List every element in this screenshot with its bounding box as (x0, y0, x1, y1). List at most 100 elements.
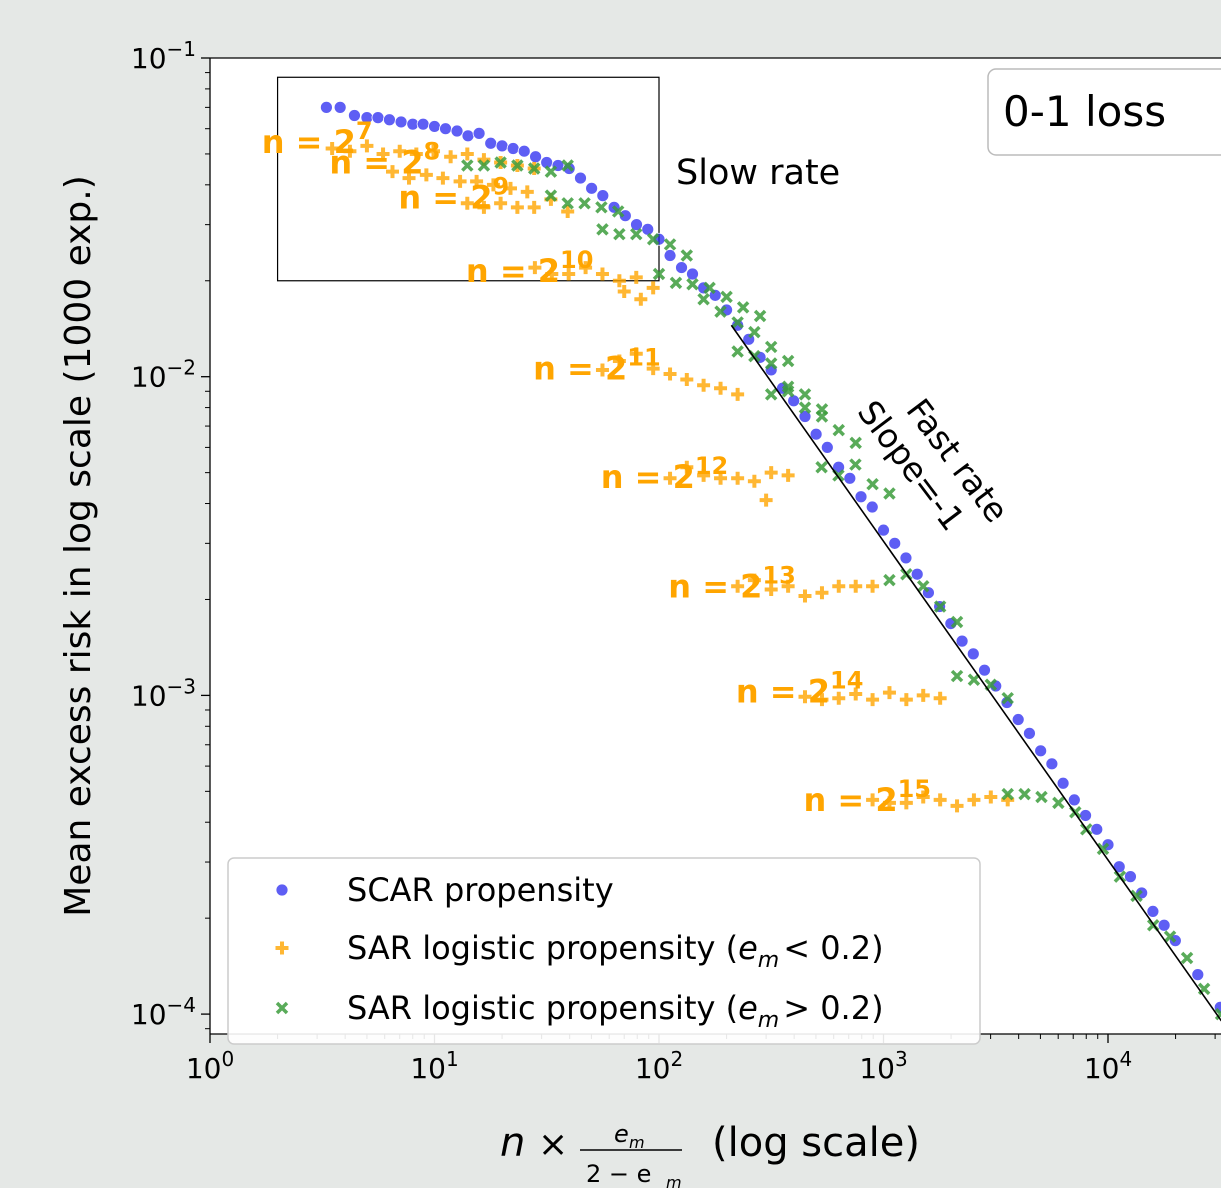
n-label: n = 211 (533, 344, 661, 388)
sar-low-point (747, 474, 761, 488)
sar-low-point (697, 468, 711, 482)
sar-low-point (528, 261, 542, 275)
sar-high-point (849, 458, 862, 471)
sar-low-point (882, 796, 896, 810)
sar-high-point (748, 325, 761, 339)
sar-low-point (343, 144, 357, 158)
sar-high-point (720, 290, 733, 304)
sar-low-point (798, 589, 812, 603)
scar-point (461, 129, 475, 143)
y-tick-label: 10−2 (131, 356, 196, 394)
sar-low-point (561, 204, 575, 218)
sar-high-point (883, 573, 896, 587)
sar-low-point (832, 691, 846, 705)
sar-low-point (460, 147, 474, 161)
scar-point (275, 883, 289, 897)
sar-low-point (731, 579, 745, 593)
sar-low-point (460, 196, 474, 210)
y-tick-label: 10−3 (131, 674, 196, 712)
sar-high-point (663, 238, 677, 251)
sar-low-point (933, 793, 947, 807)
x-label-frac-den: 2 − e (586, 1160, 651, 1188)
scar-point (394, 115, 408, 129)
x-axis-label: n × e m2 − e m(log scale) (500, 1120, 920, 1188)
sar-low-point (849, 687, 863, 701)
sar-low-point (714, 471, 728, 485)
n-label: n = 212 (601, 452, 729, 496)
scar-point (1034, 744, 1048, 758)
scar-point (820, 441, 834, 454)
sar-high-point (764, 388, 778, 401)
sar-high-point (832, 423, 845, 437)
scar-point (320, 100, 333, 114)
sar-low-point (781, 468, 795, 482)
fast-rate-line (730, 324, 1221, 1022)
panel-label: 0-1 loss (1003, 87, 1166, 136)
scar-point (955, 634, 969, 648)
sar-low-point (510, 200, 524, 214)
sar-high-point (866, 477, 879, 491)
sar-high-point (595, 201, 608, 214)
sar-high-point (1214, 1007, 1221, 1021)
scar-point (809, 427, 823, 441)
sar-low-point (764, 582, 778, 596)
sar-low-point (866, 579, 880, 593)
sar-low-point (634, 292, 648, 306)
sar-low-point (579, 261, 593, 275)
scar-point (1157, 918, 1171, 932)
sar-high-point (1001, 787, 1014, 801)
sar-low-point (545, 267, 559, 281)
sar-low-point (617, 285, 631, 299)
sar-low-point (866, 693, 880, 707)
n-label: n = 210 (466, 246, 594, 290)
sar-high-point (1130, 889, 1143, 903)
sar-high-point (731, 316, 744, 329)
scar-point (495, 139, 509, 153)
sar-high-point (764, 357, 778, 370)
scar-point (630, 218, 643, 232)
sar-high-point (781, 354, 795, 368)
y-tick-label: 10−4 (131, 993, 196, 1031)
sar-low-point (612, 354, 626, 368)
scar-point (529, 150, 542, 164)
scar-point (484, 136, 498, 150)
scar-point (450, 124, 464, 138)
scar-point (506, 142, 520, 155)
scar-point (1023, 726, 1036, 740)
sar-high-point (798, 401, 812, 414)
scar-point (1191, 968, 1205, 982)
scar-point (910, 567, 924, 581)
scar-point (618, 209, 632, 223)
sar-high-point (275, 1001, 289, 1015)
sar-high-point (596, 223, 609, 236)
sar-high-point (680, 249, 694, 262)
sar-low-point (866, 793, 880, 807)
scar-point (798, 410, 812, 423)
sar-low-point (967, 793, 981, 807)
sar-high-point (731, 345, 744, 358)
scar-point (574, 171, 587, 185)
sar-high-point (764, 340, 778, 354)
sar-high-point (611, 205, 625, 218)
scar-point (899, 551, 913, 565)
sar-low-point (882, 686, 896, 700)
sar-high-point (950, 669, 964, 683)
scar-point (1056, 776, 1070, 790)
sar-low-point (731, 471, 745, 485)
sar-low-point (984, 790, 998, 804)
sar-high-point (883, 487, 896, 500)
scar-point (1090, 822, 1104, 836)
sar-high-point (494, 156, 507, 169)
sar-high-point (781, 385, 795, 398)
sar-high-point (798, 388, 812, 401)
sar-low-point (899, 693, 913, 707)
scar-point (663, 249, 677, 262)
sar-high-point (849, 436, 862, 450)
sar-low-point (849, 579, 863, 593)
scar-point (1124, 870, 1137, 884)
sar-low-point (486, 178, 500, 192)
legend (227, 857, 981, 1045)
slow-rate-label: Slow rate (676, 153, 840, 193)
sar-high-point (613, 227, 626, 241)
